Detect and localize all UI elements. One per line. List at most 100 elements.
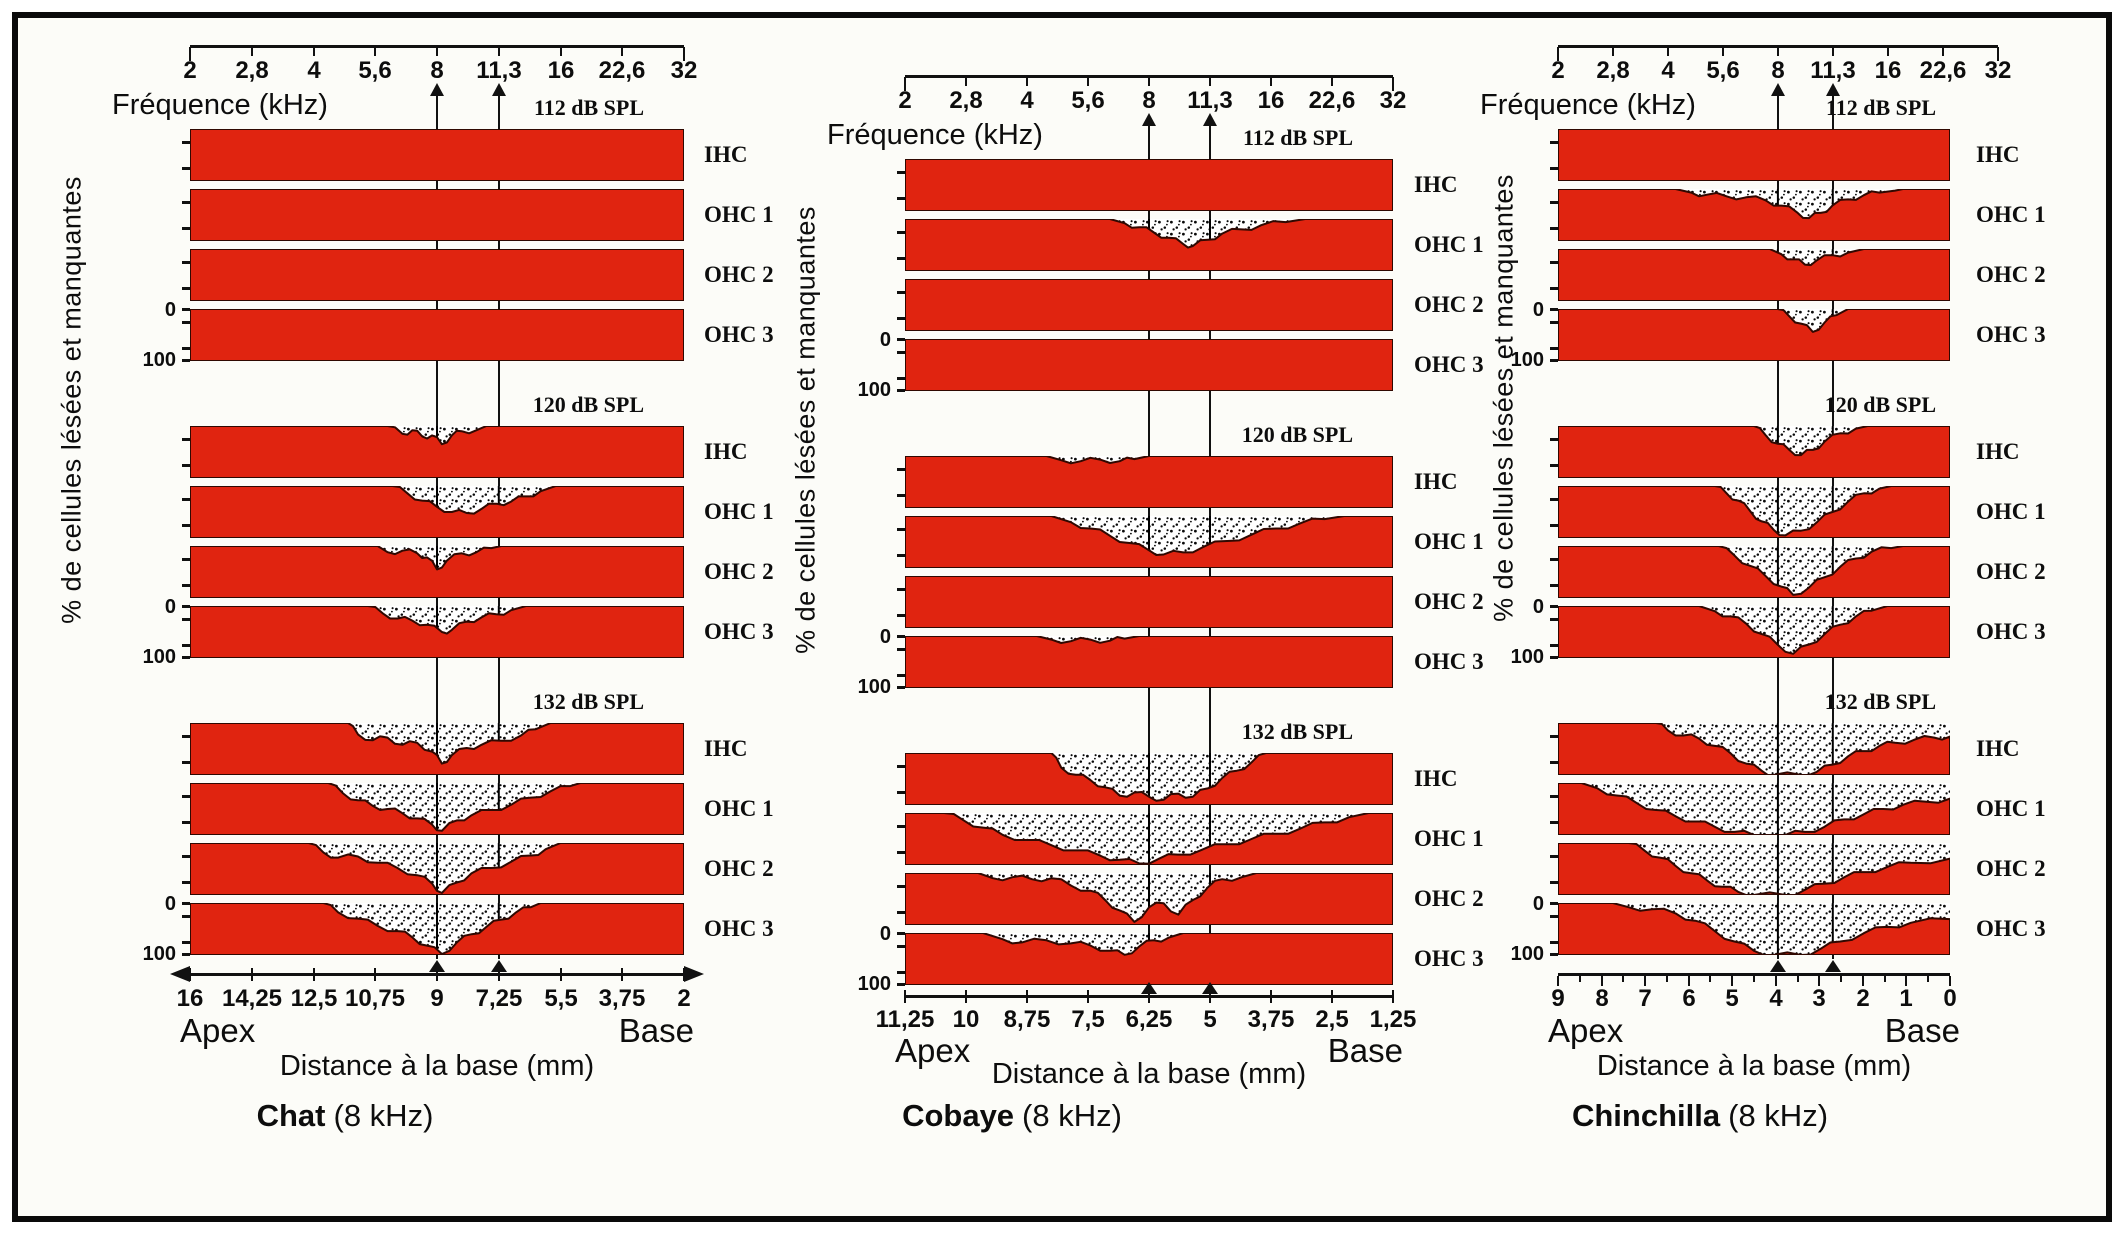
- scale-zero-label: 0: [1532, 893, 1544, 915]
- y-axis-label: % de cellules lésées et manquantes: [790, 206, 821, 654]
- cochleogram-bar-chinchilla-120-ihc: [1558, 426, 1950, 478]
- bar-scale-tick: [897, 983, 905, 986]
- bar-scale-tick: [897, 317, 905, 320]
- cochleogram-bar-cobaye-132-ohc2: [905, 873, 1393, 925]
- cell-row-label: OHC 2: [1414, 589, 1484, 614]
- cell-row-label: OHC 3: [704, 322, 774, 347]
- cochlear-place-marker-icon: [1770, 960, 1786, 972]
- distance-axis-minor-tick: [1753, 976, 1755, 982]
- cell-row-label: OHC 3: [1976, 916, 2046, 941]
- frequency-axis-line: [905, 75, 1393, 78]
- bar-scale-tick: [182, 464, 190, 467]
- distance-axis-tick: [1949, 976, 1951, 986]
- cell-row-label: IHC: [1414, 766, 1458, 791]
- frequency-axis-tick: [1392, 77, 1394, 91]
- bar-scale-tick: [1550, 656, 1558, 659]
- bar-scale-tick: [1550, 902, 1558, 905]
- distance-tick-label: 7,25: [475, 985, 523, 1012]
- bar-scale-tick: [182, 902, 190, 905]
- distance-tick-label: 2: [1856, 985, 1870, 1012]
- cell-row-label: OHC 3: [1414, 946, 1484, 971]
- bar-scale-tick: [1550, 558, 1558, 561]
- scale-zero-label: 0: [1532, 596, 1544, 618]
- cell-row-label: IHC: [704, 439, 748, 464]
- bar-scale-tick: [1550, 308, 1558, 311]
- cochleogram-bar-chat-132-ihc: [190, 723, 684, 775]
- cell-row-label: OHC 1: [704, 202, 774, 227]
- exposure-arrow-head-icon: [1142, 113, 1156, 126]
- cochleogram-bar-cobaye-112-ohc1: [905, 219, 1393, 271]
- distance-tick-label: 10,75: [344, 985, 406, 1012]
- distance-axis-minor-tick: [1884, 976, 1886, 982]
- frequency-axis-title: Fréquence (kHz): [112, 89, 328, 121]
- distance-tick-label: 1,25: [1369, 1006, 1417, 1033]
- distance-tick-label: 9: [430, 985, 444, 1012]
- bar-scale-tick: [182, 735, 190, 738]
- frequency-tick-label: 2: [898, 87, 912, 114]
- frequency-axis-tick: [189, 47, 191, 61]
- scale-zero-label: 0: [164, 596, 176, 618]
- frequency-axis-tick: [1942, 47, 1944, 56]
- bar-scale-tick: [1550, 881, 1558, 884]
- spl-level-label: 112 dB SPL: [1825, 95, 1936, 120]
- distance-tick-label: 8: [1595, 985, 1609, 1012]
- bar-scale-tick: [182, 438, 190, 441]
- bar-scale-tick: [897, 291, 905, 294]
- distance-axis-tick: [1209, 990, 1211, 1003]
- bar-scale-tick: [897, 197, 905, 200]
- cell-row-label: IHC: [1976, 736, 2020, 761]
- distance-tick-label: 1: [1899, 985, 1913, 1012]
- cochleogram-bar-cobaye-120-ohc2: [905, 576, 1393, 628]
- spl-level-label: 120 dB SPL: [1241, 422, 1353, 447]
- cell-row-label: OHC 1: [1414, 232, 1484, 257]
- cell-row-label: OHC 3: [1414, 352, 1484, 377]
- cell-row-label: OHC 1: [704, 796, 774, 821]
- bar-scale-tick: [897, 377, 905, 380]
- cochlear-place-marker-icon: [491, 960, 507, 972]
- cell-row-label: OHC 2: [704, 559, 774, 584]
- frequency-tick-label: 32: [1379, 87, 1407, 114]
- bar-scale-tick: [182, 584, 190, 587]
- bar-scale-tick: [182, 605, 190, 608]
- distance-tick-label: 5,5: [544, 985, 578, 1012]
- frequency-axis-title: Fréquence (kHz): [827, 119, 1043, 151]
- bar-scale-tick: [1550, 141, 1558, 144]
- frequency-axis-tick: [904, 77, 906, 91]
- frequency-axis-line: [190, 45, 684, 48]
- frequency-tick-label: 2: [1551, 57, 1565, 84]
- scale-hundred-label: 100: [857, 973, 891, 995]
- bar-scale-tick: [182, 821, 190, 824]
- frequency-tick-label: 22,6: [598, 57, 646, 84]
- spl-level-label: 132 dB SPL: [1241, 719, 1353, 744]
- bar-scale-tick: [182, 761, 190, 764]
- bar-scale-tick: [897, 231, 905, 234]
- frequency-tick-label: 32: [1984, 57, 2012, 84]
- distance-axis-tick: [904, 990, 906, 1003]
- cell-row-label: OHC 1: [1976, 202, 2046, 227]
- bar-scale-tick: [182, 881, 190, 884]
- bar-scale-tick: [1550, 201, 1558, 204]
- bar-scale-tick: [1550, 287, 1558, 290]
- distance-axis-tick: [1775, 976, 1777, 986]
- cochleogram-bar-cobaye-120-ohc3: [905, 636, 1393, 688]
- bar-scale-tick: [1550, 941, 1558, 944]
- distance-tick-label: 0: [1943, 985, 1957, 1012]
- caption-species: Chat: [256, 1098, 326, 1133]
- bar-scale-tick: [897, 614, 905, 617]
- cell-row-label: OHC 1: [1976, 796, 2046, 821]
- scale-hundred-label: 100: [142, 943, 176, 965]
- bar-scale-tick: [1550, 167, 1558, 170]
- frequency-tick-label: 2,8: [1596, 57, 1630, 84]
- frequency-axis-tick: [1557, 47, 1559, 61]
- distance-tick-label: 3,75: [598, 985, 646, 1012]
- distance-axis-title: Distance à la base (mm): [279, 1050, 595, 1082]
- cell-row-label: OHC 1: [1976, 499, 2046, 524]
- distance-tick-label: 16: [176, 985, 204, 1012]
- bar-scale-tick: [897, 945, 905, 948]
- distance-axis-tick: [1087, 990, 1089, 1003]
- caption-frequency: (8 kHz): [1728, 1098, 1829, 1133]
- distance-axis-tick: [1644, 976, 1646, 986]
- bar-scale-tick: [182, 498, 190, 501]
- scale-zero-label: 0: [879, 329, 891, 351]
